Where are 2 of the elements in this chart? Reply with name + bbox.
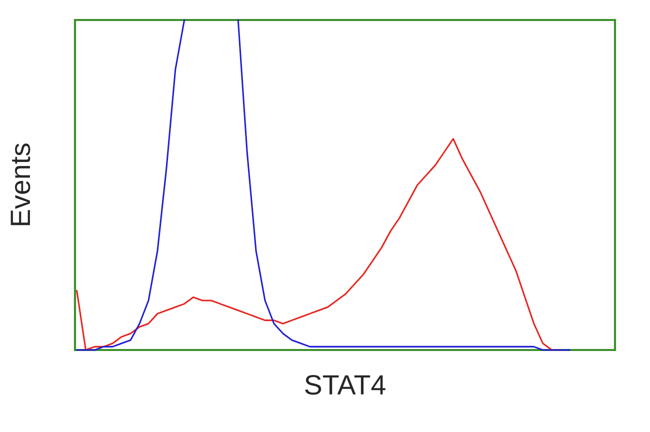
y-axis-title: Events: [10, 144, 30, 226]
x-axis-title: STAT4: [305, 375, 386, 395]
